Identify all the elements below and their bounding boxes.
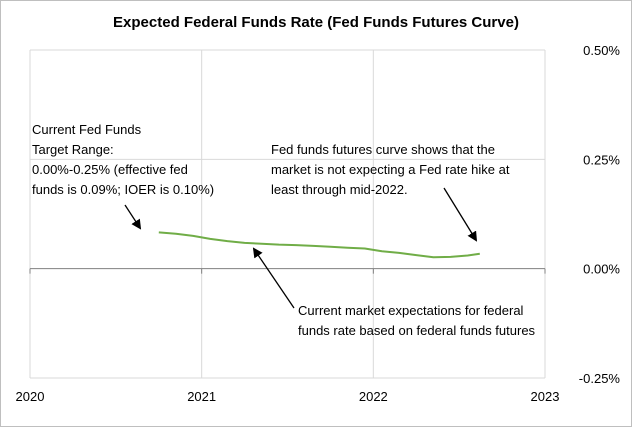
- x-axis-line: [29, 268, 546, 274]
- y-tick-label: 0.50%: [583, 43, 620, 58]
- y-tick-labels: 0.50% 0.25% 0.00% -0.25%: [579, 43, 621, 386]
- annotation-line: Current Fed Funds: [32, 122, 142, 137]
- annotation-market-expectations: Current market expectations for federal …: [298, 303, 536, 338]
- annotation-line: funds is 0.09%; IOER is 0.10%): [32, 182, 214, 197]
- x-tick-labels: 2020 2021 2022 2023: [16, 389, 560, 404]
- x-tick-label: 2022: [359, 389, 388, 404]
- annotation-line: market is not expecting a Fed rate hike …: [271, 162, 510, 177]
- annotation-line: 0.00%-0.25% (effective fed: [32, 162, 188, 177]
- annotation-line: Target Range:: [32, 142, 114, 157]
- annotation-line: funds rate based on federal funds future…: [298, 323, 536, 338]
- y-tick-label: 0.00%: [583, 262, 620, 277]
- arrow-current-target: [124, 204, 142, 230]
- series-line: [158, 231, 480, 259]
- annotations: Current Fed Funds Target Range: 0.00%-0.…: [32, 122, 536, 338]
- x-tick-label: 2020: [16, 389, 45, 404]
- annotation-line: Current market expectations for federal: [298, 303, 524, 318]
- series-lines: [158, 231, 480, 259]
- arrow-futures-curve: [443, 187, 478, 242]
- y-tick-label: -0.25%: [579, 371, 621, 386]
- gridlines: [29, 49, 546, 379]
- annotation-line: Fed funds futures curve shows that the: [271, 142, 495, 157]
- chart-title: Expected Federal Funds Rate (Fed Funds F…: [113, 14, 519, 31]
- annotation-line: least through mid-2022.: [271, 182, 408, 197]
- annotation-current-target: Current Fed Funds Target Range: 0.00%-0.…: [32, 122, 214, 197]
- arrow-market-expectations: [252, 247, 295, 309]
- y-tick-label: 0.25%: [583, 152, 620, 167]
- x-tick-label: 2021: [187, 389, 216, 404]
- x-tick-label: 2023: [531, 389, 560, 404]
- annotation-futures-curve: Fed funds futures curve shows that the m…: [271, 142, 513, 197]
